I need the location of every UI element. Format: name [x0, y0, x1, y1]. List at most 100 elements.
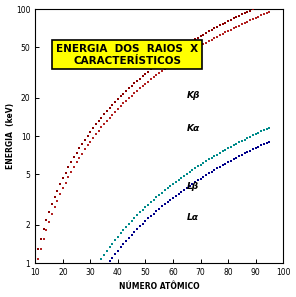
Point	[190, 39, 195, 43]
Point	[83, 147, 87, 152]
Point	[154, 73, 159, 78]
Point	[163, 202, 167, 207]
Point	[242, 11, 247, 15]
Point	[143, 72, 148, 76]
Point	[223, 20, 228, 25]
Point	[160, 190, 164, 195]
Point	[209, 169, 214, 174]
Point	[157, 71, 162, 75]
Point	[267, 0, 272, 4]
Point	[190, 182, 195, 187]
Point	[115, 234, 120, 239]
Point	[193, 180, 197, 184]
Point	[206, 171, 211, 176]
Point	[129, 93, 134, 98]
Point	[113, 109, 118, 114]
Point	[248, 18, 252, 23]
Point	[231, 157, 236, 162]
Point	[250, 17, 255, 22]
Point	[83, 137, 87, 142]
Point	[99, 125, 104, 130]
Point	[74, 150, 79, 155]
Point	[91, 126, 96, 130]
Point	[110, 241, 115, 246]
Text: Kα: Kα	[187, 124, 200, 133]
Point	[204, 173, 208, 178]
Point	[113, 99, 118, 104]
Point	[110, 102, 115, 107]
Point	[212, 36, 217, 41]
Point	[204, 40, 208, 45]
Point	[149, 214, 153, 218]
Point	[184, 185, 189, 190]
Point	[223, 147, 228, 152]
Point	[245, 150, 250, 154]
Point	[154, 209, 159, 214]
Point	[146, 79, 151, 84]
Point	[60, 176, 65, 181]
Point	[129, 233, 134, 237]
Point	[248, 134, 252, 139]
Point	[250, 147, 255, 152]
Point	[193, 47, 197, 52]
Point	[110, 112, 115, 117]
Point	[195, 45, 200, 50]
Point	[262, 2, 266, 7]
Point	[187, 40, 192, 45]
Point	[239, 138, 244, 143]
Point	[168, 184, 173, 188]
Point	[129, 83, 134, 88]
Point	[132, 91, 137, 96]
Point	[198, 162, 203, 167]
Point	[94, 132, 98, 137]
Point	[124, 98, 128, 103]
Point	[201, 42, 206, 47]
Point	[107, 259, 112, 263]
Text: Lα: Lα	[187, 213, 199, 222]
Point	[179, 56, 184, 60]
Point	[66, 165, 71, 170]
Point	[256, 4, 261, 9]
Point	[190, 168, 195, 172]
Point	[212, 168, 217, 173]
Point	[129, 219, 134, 223]
Point	[160, 59, 164, 64]
Y-axis label: ENERGIA  (keV): ENERGIA (keV)	[6, 103, 15, 169]
Point	[36, 247, 41, 252]
Point	[47, 210, 52, 214]
Point	[237, 140, 242, 145]
Point	[140, 74, 145, 79]
Point	[99, 257, 104, 261]
Point	[184, 42, 189, 47]
Point	[66, 175, 71, 180]
Point	[220, 149, 225, 154]
Point	[262, 142, 266, 146]
Point	[121, 91, 126, 96]
Point	[226, 146, 231, 151]
Point	[248, 148, 252, 153]
Point	[121, 228, 126, 232]
Point	[206, 39, 211, 44]
Point	[138, 210, 142, 215]
Point	[115, 107, 120, 111]
Point	[220, 163, 225, 168]
Point	[176, 191, 181, 196]
Point	[209, 28, 214, 32]
Point	[229, 27, 233, 32]
Point	[149, 67, 153, 72]
Point	[250, 7, 255, 12]
Point	[220, 22, 225, 26]
Point	[264, 1, 269, 6]
Point	[58, 192, 62, 197]
Point	[184, 52, 189, 57]
Point	[259, 143, 263, 148]
Point	[49, 212, 54, 217]
Point	[140, 84, 145, 89]
Point	[187, 184, 192, 188]
Point	[102, 122, 107, 127]
Point	[163, 188, 167, 193]
Point	[96, 128, 101, 133]
Point	[143, 219, 148, 223]
Point	[171, 195, 176, 200]
Point	[124, 225, 128, 229]
